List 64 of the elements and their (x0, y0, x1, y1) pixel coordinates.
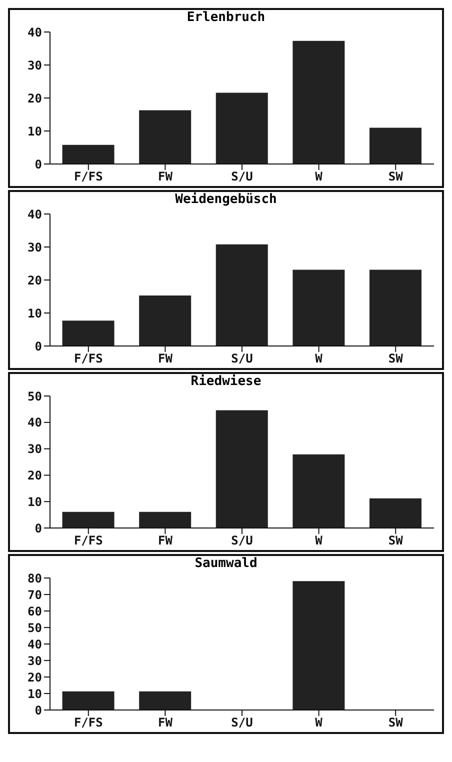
x-tick-label: FW (158, 534, 174, 548)
y-tick-label: 0 (34, 521, 42, 536)
y-tick-label: 50 (28, 620, 42, 635)
x-tick-label: W (315, 716, 324, 730)
y-tick-label: 10 (28, 306, 42, 320)
y-tick-label: 30 (28, 654, 42, 668)
bar (62, 320, 114, 346)
x-tick-label: F/FS (74, 170, 103, 184)
bar (292, 454, 345, 528)
x-tick-label: F/FS (74, 352, 103, 366)
y-tick-label: 20 (28, 670, 42, 684)
bar (292, 40, 345, 164)
y-tick-label: 40 (28, 25, 42, 40)
y-tick-label: 60 (28, 604, 42, 618)
y-tick-label: 30 (28, 58, 42, 72)
y-tick-label: 10 (28, 494, 42, 509)
y-tick-label: 30 (28, 442, 42, 456)
bar (369, 270, 422, 346)
y-tick-label: 20 (28, 468, 42, 482)
x-tick-label: FW (158, 170, 174, 184)
bar (139, 512, 192, 528)
y-tick-label: 0 (34, 339, 42, 354)
bar (216, 244, 268, 346)
x-tick-label: FW (158, 352, 174, 366)
x-tick-label: S/U (231, 716, 253, 730)
y-tick-label: 20 (28, 273, 42, 288)
bar (216, 92, 268, 164)
x-tick-label: S/U (231, 534, 253, 548)
chart-title: Weidengebüsch (174, 192, 278, 208)
chart-title: Riedwiese (190, 374, 262, 390)
y-tick-label: 0 (34, 157, 42, 172)
x-tick-label: SW (388, 534, 404, 548)
bar (62, 512, 114, 528)
y-tick-label: 10 (28, 124, 42, 138)
bar (62, 144, 114, 164)
chart-title: Saumwald (194, 556, 258, 572)
x-tick-label: SW (388, 352, 404, 366)
y-tick-label: 0 (34, 703, 42, 718)
x-tick-label: FW (158, 716, 174, 730)
bar (139, 110, 192, 164)
x-tick-label: W (315, 170, 324, 184)
bar (369, 498, 422, 528)
chart-title: Erlenbruch (186, 10, 266, 26)
bar (216, 410, 268, 528)
x-tick-label: SW (388, 716, 404, 730)
x-tick-label: S/U (231, 352, 253, 366)
x-tick-label: F/FS (74, 534, 103, 548)
y-tick-label: 80 (28, 571, 42, 586)
x-tick-label: SW (388, 170, 404, 184)
y-tick-label: 10 (28, 686, 42, 701)
y-tick-label: 30 (28, 240, 42, 254)
y-tick-label: 40 (28, 637, 42, 652)
x-tick-label: S/U (231, 170, 253, 184)
bar (292, 270, 345, 346)
bar (139, 296, 192, 346)
y-tick-label: 50 (28, 389, 42, 404)
y-tick-label: 20 (28, 91, 42, 106)
y-tick-label: 70 (28, 588, 42, 602)
bar (369, 128, 422, 164)
y-tick-label: 40 (28, 416, 42, 430)
x-tick-label: W (315, 352, 324, 366)
x-tick-label: F/FS (74, 716, 103, 730)
y-tick-label: 40 (28, 207, 42, 222)
x-tick-label: W (315, 534, 324, 548)
